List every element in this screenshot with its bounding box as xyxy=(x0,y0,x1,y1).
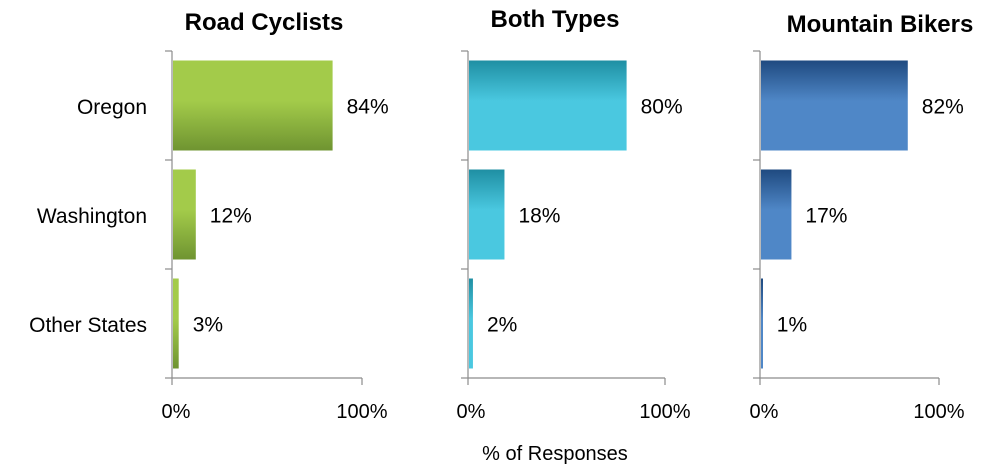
tick-label-100-both: 100% xyxy=(639,401,690,423)
value-label-mountain-bikers-washington: 17% xyxy=(805,205,847,228)
panel-title-road-cyclists: Road Cyclists xyxy=(185,9,344,36)
tick-label-0-road: 0% xyxy=(162,401,191,423)
value-label-road-cyclists-oregon: 84% xyxy=(347,96,389,119)
tick-label-0-both: 0% xyxy=(457,401,486,423)
bars-layer xyxy=(173,60,908,369)
value-label-both-types-other-states: 2% xyxy=(487,314,517,337)
bar-mountain-bikers-washington xyxy=(761,169,792,260)
bar-road-cyclists-other-states xyxy=(173,278,179,369)
category-label-other-states: Other States xyxy=(29,314,147,337)
panel-title-mountain-bikers: Mountain Bikers xyxy=(787,11,974,38)
tick-label-100-road: 100% xyxy=(336,401,387,423)
bar-road-cyclists-oregon xyxy=(173,60,333,151)
value-labels-layer: 84% 12% 3% 80% 18% 2% 82% 17% 1% xyxy=(193,96,964,337)
value-label-mountain-bikers-other-states: 1% xyxy=(777,314,807,337)
panel-title-both-types: Both Types xyxy=(491,6,620,33)
value-label-road-cyclists-washington: 12% xyxy=(210,205,252,228)
value-label-mountain-bikers-oregon: 82% xyxy=(922,96,964,119)
category-label-oregon: Oregon xyxy=(77,96,147,119)
x-axis-title: % of Responses xyxy=(482,443,628,465)
bar-both-types-washington xyxy=(469,169,505,260)
value-label-both-types-washington: 18% xyxy=(518,205,560,228)
bar-both-types-oregon xyxy=(469,60,627,151)
bar-mountain-bikers-other-states xyxy=(761,278,763,369)
value-label-road-cyclists-other-states: 3% xyxy=(193,314,223,337)
bar-both-types-other-states xyxy=(469,278,473,369)
value-label-both-types-oregon: 80% xyxy=(641,96,683,119)
bar-road-cyclists-washington xyxy=(173,169,196,260)
tick-label-100-mountain: 100% xyxy=(913,401,964,423)
bar-mountain-bikers-oregon xyxy=(761,60,908,151)
axes-layer xyxy=(165,50,940,385)
tick-label-0-mountain: 0% xyxy=(750,401,779,423)
category-label-washington: Washington xyxy=(37,205,147,228)
